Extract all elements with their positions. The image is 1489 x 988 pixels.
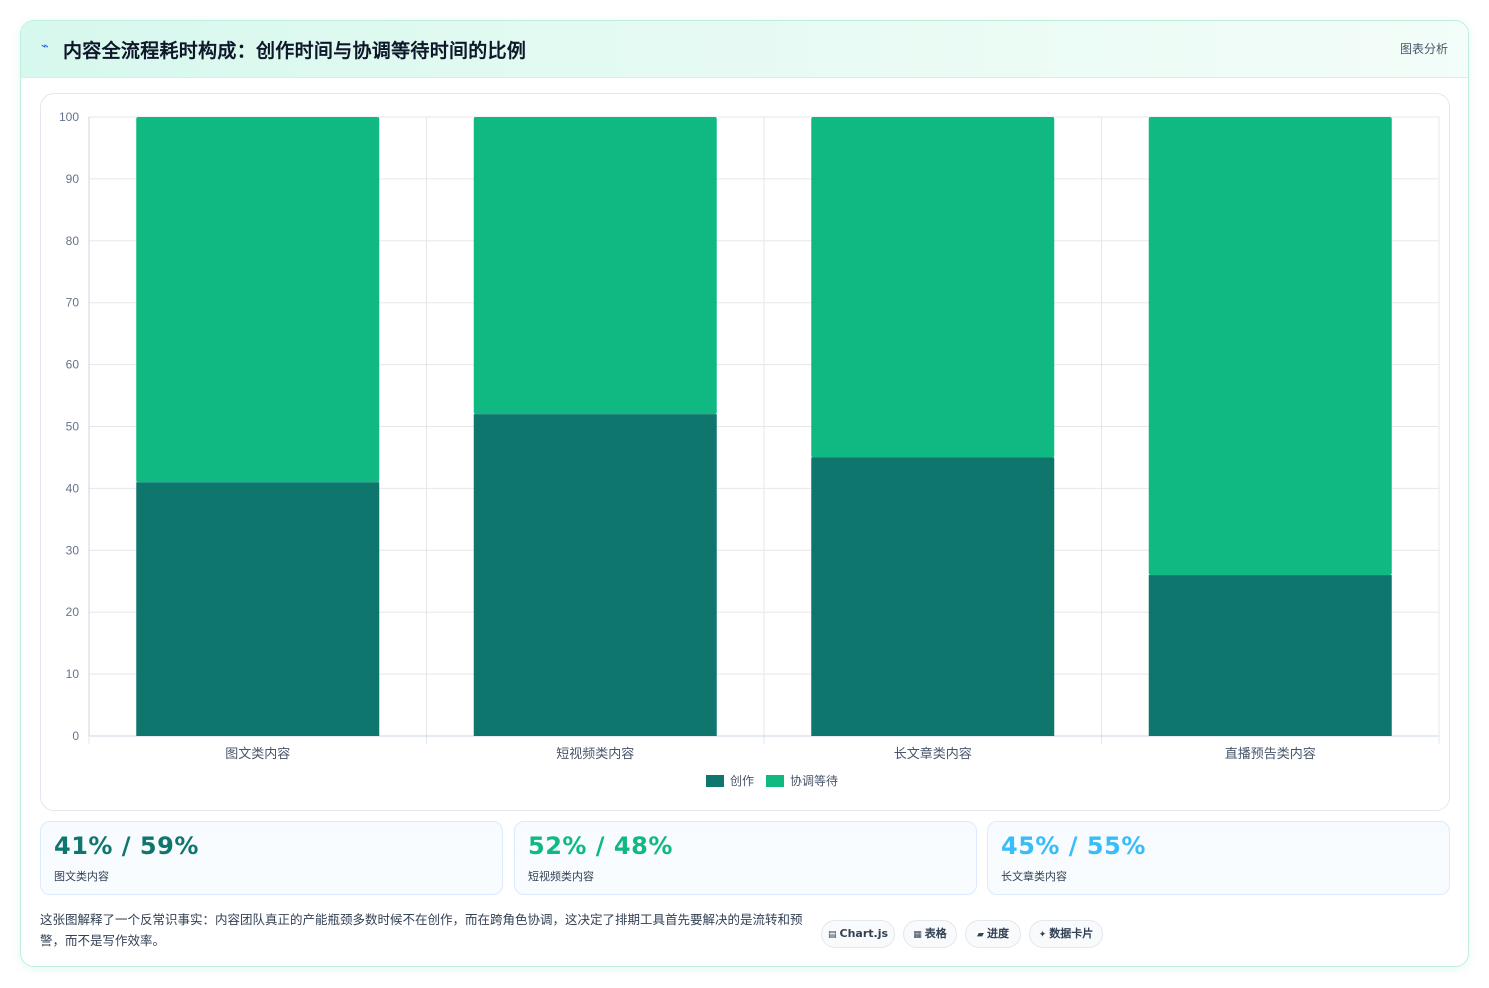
y-tick-label: 10 <box>66 667 80 681</box>
pill-label: 数据卡片 <box>1049 927 1094 940</box>
x-tick-label: 图文类内容 <box>225 746 290 762</box>
bar-creation <box>136 482 380 736</box>
chart-title: 内容全流程耗时构成：创作时间与协调等待时间的比例 <box>63 40 527 62</box>
stat-label-1: 图文类内容 <box>54 870 109 883</box>
bar-creation <box>811 457 1055 736</box>
stacked-bar-chart: 0 10 20 30 40 50 60 70 80 90 100 图文类内容 短视频类内容 长文章类内容 直… <box>59 110 1440 788</box>
legend-label: 协调等待 <box>790 773 838 788</box>
legend-label: 创作 <box>730 774 754 788</box>
table-icon: ▦ <box>913 930 922 940</box>
y-tick-label: 40 <box>66 481 80 495</box>
stat-value-1: 41% / 59% <box>54 832 199 860</box>
x-tick-label: 直播预告类内容 <box>1225 746 1316 762</box>
chart-analysis-tag: 图表分析 <box>1399 42 1448 56</box>
stat-value-2: 52% / 48% <box>528 832 673 860</box>
stat-label-2: 短视频类内容 <box>528 870 594 883</box>
bar-waiting <box>1148 117 1392 576</box>
stat-value-3: 45% / 55% <box>1001 832 1146 860</box>
stat-card-1: 41% / 59% 图文类内容 <box>40 821 503 895</box>
pill-chartjs[interactable]: ▤ Chart.js <box>821 920 895 948</box>
y-tick-label: 50 <box>66 420 80 434</box>
y-tick-label: 30 <box>66 543 80 557</box>
legend-swatch <box>706 775 724 787</box>
legend-swatch <box>766 775 784 787</box>
x-tick-label: 长文章类内容 <box>894 746 972 762</box>
pill-label: 进度 <box>986 927 1009 940</box>
y-tick-label: 0 <box>72 729 79 743</box>
insight-note: 这张图解释了一个反常识事实：内容团队真正的产能瓶颈多数时候不在创作，而在跨角色协… <box>40 912 803 948</box>
pill-progress[interactable]: ▰ 进度 <box>965 920 1021 948</box>
stat-card-3: 45% / 55% 长文章类内容 <box>987 821 1450 895</box>
x-tick-label: 短视频类内容 <box>556 746 634 762</box>
pill-label: Chart.js <box>839 927 889 940</box>
chart-card: ⌁ 内容全流程耗时构成：创作时间与协调等待时间的比例 图表分析 0 10 20 30 4… <box>20 20 1469 967</box>
y-tick-label: 60 <box>66 358 80 372</box>
bar-creation <box>1148 575 1392 736</box>
bar-waiting <box>136 117 380 483</box>
bar-creation <box>473 414 717 736</box>
card-header: ⌁ 内容全流程耗时构成：创作时间与协调等待时间的比例 图表分析 <box>21 21 1468 78</box>
bar-waiting <box>473 117 717 415</box>
stat-card-2: 52% / 48% 短视频类内容 <box>514 821 977 895</box>
y-tick-label: 100 <box>59 110 79 124</box>
chart-icon: ▤ <box>827 930 837 940</box>
pill-data-card[interactable]: ✦ 数据卡片 <box>1029 920 1103 948</box>
y-tick-label: 90 <box>66 172 80 186</box>
stat-label-3: 长文章类内容 <box>1001 870 1067 883</box>
bar-waiting <box>811 117 1055 458</box>
progress-icon: ▰ <box>977 930 984 940</box>
y-tick-label: 20 <box>66 605 80 619</box>
y-tick-label: 80 <box>66 234 80 248</box>
lightning-icon: ⌁ <box>41 39 49 54</box>
pill-table[interactable]: ▦ 表格 <box>903 920 957 948</box>
sparkle-icon: ✦ <box>1038 930 1047 940</box>
chart-container: 0 10 20 30 40 50 60 70 80 90 100 图文类内容 短视频类内容 长文章类内容 直… <box>40 93 1450 811</box>
y-tick-label: 70 <box>66 296 80 310</box>
pill-label: 表格 <box>924 927 947 940</box>
